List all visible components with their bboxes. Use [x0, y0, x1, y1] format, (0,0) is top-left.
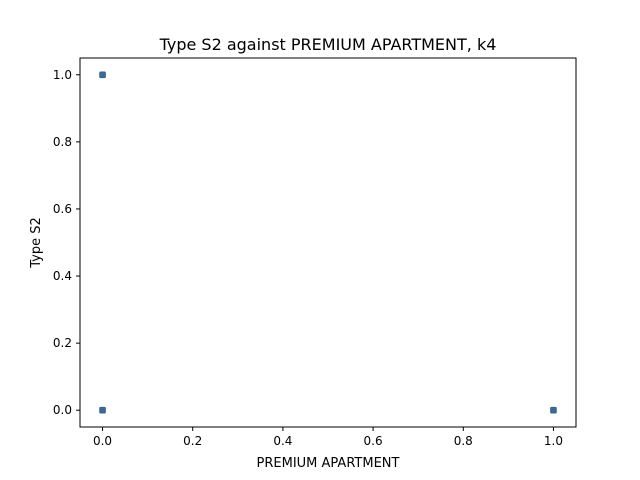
y-axis-ticks: 0.0 0.2 0.4 0.6 0.8 1.0 [53, 68, 80, 417]
x-axis-label: PREMIUM APARTMENT [257, 456, 400, 471]
x-tick-label: 1.0 [544, 434, 563, 448]
y-tick-label: 1.0 [53, 68, 72, 82]
x-tick-label: 0.2 [183, 434, 202, 448]
y-tick-label: 0.8 [53, 135, 72, 149]
y-tick-label: 0.6 [53, 202, 72, 216]
data-point [550, 406, 557, 414]
x-tick-label: 0.0 [93, 434, 112, 448]
y-axis-label: Type S2 [29, 217, 44, 269]
axes-frame [79, 57, 577, 428]
y-tick-label: 0.4 [53, 269, 72, 283]
data-point [99, 71, 106, 79]
points-layer [99, 71, 557, 414]
x-tick-label: 0.6 [364, 434, 383, 448]
y-tick-label: 0.2 [53, 336, 72, 350]
plot-area: 0.0 0.2 0.4 0.6 0.8 1.0 0.0 0.2 0.4 0.6 0.8 1.0 [53, 57, 577, 448]
x-tick-label: 0.8 [454, 434, 473, 448]
chart-title: Type S2 against PREMIUM APARTMENT, k4 [159, 35, 497, 54]
x-axis-ticks: 0.0 0.2 0.4 0.6 0.8 1.0 [93, 427, 563, 448]
data-point [99, 406, 106, 414]
y-tick-label: 0.0 [53, 403, 72, 417]
x-tick-label: 0.4 [273, 434, 292, 448]
